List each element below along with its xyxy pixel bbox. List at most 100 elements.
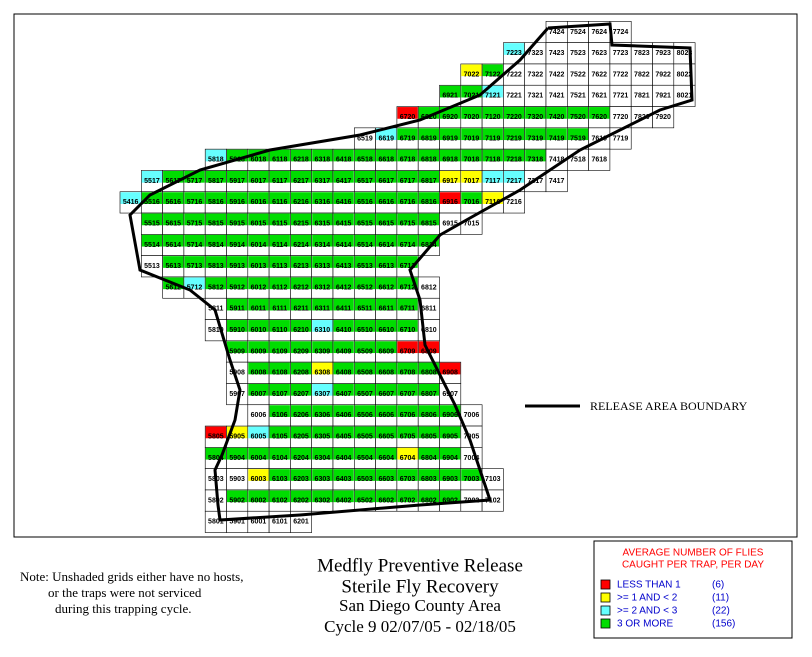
cell-fill [312, 383, 333, 396]
cell-label: 8022 [677, 71, 693, 78]
cell-fill [503, 149, 525, 162]
cell-fill [354, 469, 376, 481]
cell-fill [205, 149, 226, 162]
cell-fill [546, 128, 567, 141]
cell-fill [461, 128, 482, 141]
cell-label: 6415 [336, 221, 352, 228]
cell-label: 6411 [336, 306, 351, 313]
cell-fill [333, 490, 354, 503]
cell-fill [440, 128, 461, 141]
cell-label: 7016 [464, 199, 480, 206]
cell-label: 6706 [400, 412, 416, 419]
cell-label: 6607 [378, 391, 394, 398]
legend-count: (156) [712, 619, 735, 630]
cell-fill [482, 192, 503, 204]
cell-fill [440, 469, 461, 481]
cell-label: 7102 [485, 497, 501, 504]
cell-label: 6308 [315, 370, 331, 377]
cell-fill [141, 213, 163, 226]
cell-fill [418, 362, 439, 375]
cell-label: 7922 [655, 71, 671, 78]
cell-fill [333, 256, 354, 268]
cell-label: 8023 [677, 50, 693, 57]
cell-label: 7821 [634, 93, 650, 100]
cell-fill [461, 107, 482, 119]
cell-fill [205, 426, 226, 439]
cell-fill [418, 170, 439, 183]
cell-label: 7223 [506, 50, 522, 57]
cell-label: 6318 [315, 157, 331, 164]
cell-label: 5616 [165, 199, 181, 206]
cell-label: 7518 [570, 157, 586, 164]
cell-label: 7018 [464, 157, 480, 164]
cell-fill [290, 362, 312, 375]
cell-label: 6403 [336, 476, 352, 483]
cell-fill [376, 469, 397, 481]
cell-fill [333, 213, 354, 226]
cell-label: 6210 [293, 327, 309, 334]
boundary-label: RELEASE AREA BOUNDARY [590, 399, 748, 413]
cell-label: 6716 [400, 199, 416, 206]
cell-label: 6110 [272, 327, 287, 334]
cell-label: 6803 [421, 476, 437, 483]
cell-fill [376, 341, 397, 354]
cell-label: 6814 [421, 242, 437, 249]
cell-label: 7523 [570, 50, 586, 57]
cell-label: 6921 [442, 93, 458, 100]
cell-fill [376, 213, 397, 226]
cell-label: 6713 [400, 263, 416, 270]
cell-label: 6310 [315, 327, 331, 334]
cell-fill [290, 320, 312, 332]
cell-label: 5901 [229, 519, 245, 526]
cell-fill [227, 426, 248, 439]
cell-fill [333, 383, 354, 396]
cell-label: 6606 [378, 412, 394, 419]
cell-fill [418, 426, 439, 439]
map-frame [13, 13, 798, 538]
cell-label: 7420 [549, 114, 565, 121]
cell-label: 6510 [357, 327, 373, 334]
cell-label: 6815 [421, 221, 437, 228]
cell-fill [503, 107, 525, 119]
cell-label: 6505 [357, 434, 373, 441]
legend-swatch [600, 592, 611, 603]
cell-label: 6618 [378, 157, 394, 164]
cell-fill [205, 213, 226, 226]
legend-count: (11) [712, 593, 729, 604]
cell-label: 6707 [400, 391, 416, 398]
cell-fill [248, 383, 269, 396]
cell-fill [354, 256, 376, 268]
cell-label: 6515 [357, 221, 373, 228]
cell-fill [269, 426, 290, 439]
cell-label: 6705 [400, 434, 416, 441]
cell-label: 5909 [229, 348, 245, 355]
cell-fill [397, 213, 418, 226]
cell-label: 6112 [272, 284, 287, 291]
cell-label: 7424 [549, 29, 565, 36]
cell-label: 6118 [272, 157, 287, 164]
cell-fill [312, 490, 333, 503]
cell-fill [248, 277, 269, 290]
cell-fill [418, 234, 439, 247]
cell-label: 5804 [208, 455, 224, 462]
cell-label: 7117 [485, 178, 500, 185]
cell-label: 5717 [187, 178, 203, 185]
cell-label: 7720 [613, 114, 629, 121]
cell-label: 7520 [570, 114, 586, 121]
cell-fill [333, 341, 354, 354]
cell-label: 6919 [442, 135, 458, 142]
cell-fill [248, 447, 269, 460]
cell-label: 6014 [251, 242, 267, 249]
cell-fill [227, 341, 248, 354]
grid-cell [588, 148, 611, 171]
cell-fill [440, 192, 461, 204]
cell-fill [376, 128, 397, 141]
cell-fill [418, 447, 439, 460]
cell-fill [397, 234, 418, 247]
cell-label: 6514 [357, 242, 373, 249]
cell-label: 7319 [528, 135, 544, 142]
cell-fill [333, 362, 354, 375]
cell-fill [333, 320, 354, 332]
cell-fill [248, 170, 269, 183]
